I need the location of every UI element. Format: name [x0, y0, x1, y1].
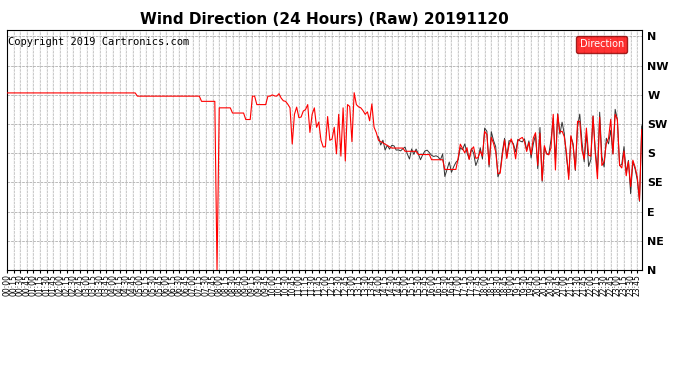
- Title: Wind Direction (24 Hours) (Raw) 20191120: Wind Direction (24 Hours) (Raw) 20191120: [140, 12, 509, 27]
- Text: Copyright 2019 Cartronics.com: Copyright 2019 Cartronics.com: [8, 37, 190, 47]
- Legend: Direction: Direction: [576, 36, 627, 53]
